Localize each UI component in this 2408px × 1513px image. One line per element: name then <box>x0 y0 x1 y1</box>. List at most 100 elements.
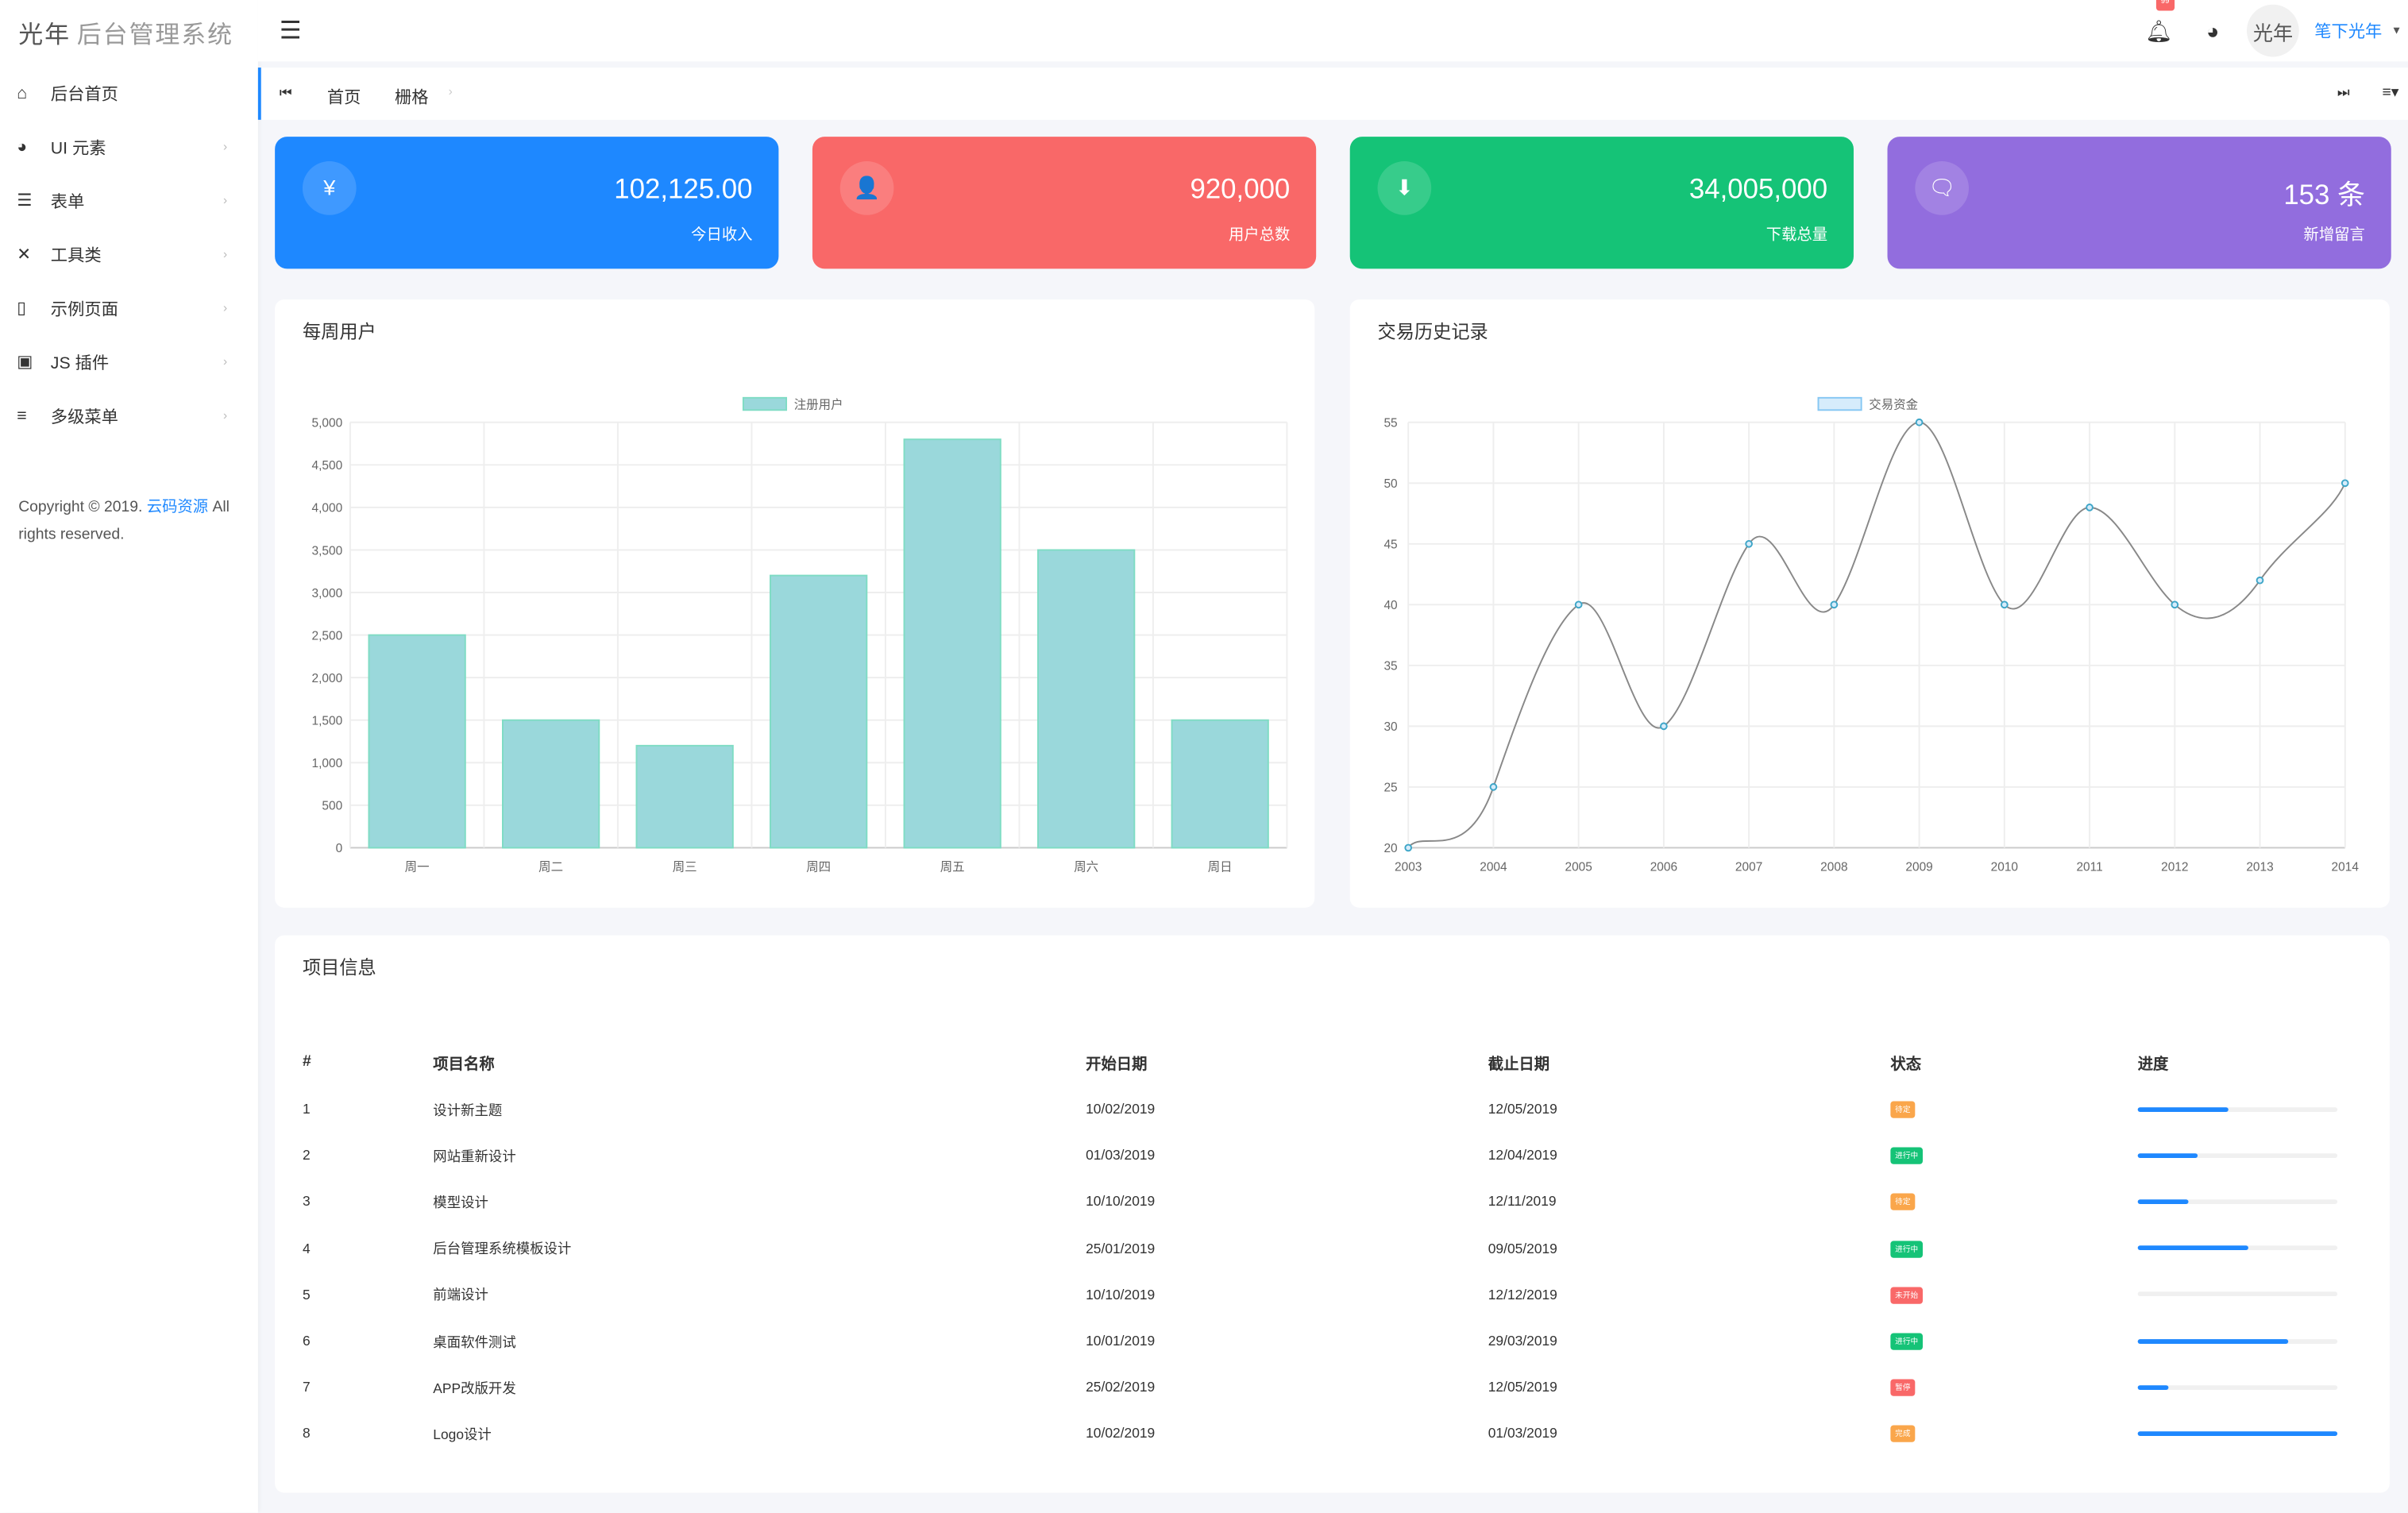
start-date: 25/01/2019 <box>1086 1240 1156 1256</box>
progress-bar <box>2137 1291 2338 1297</box>
y-tick-label: 1,000 <box>312 757 343 770</box>
row-id: 7 <box>302 1379 311 1395</box>
sidebar-item-6[interactable]: ≡ 多级菜单 › <box>0 388 258 442</box>
data-point[interactable] <box>1830 600 1839 609</box>
y-tick-label: 2,000 <box>312 672 343 685</box>
start-date: 10/10/2019 <box>1086 1287 1156 1303</box>
status-cell: 进行中 <box>1890 1225 2137 1271</box>
notification-bell-icon[interactable]: 🔔︎ 99 <box>2145 0 2175 44</box>
progress-fill <box>2137 1152 2198 1158</box>
y-tick-label: 20 <box>1383 842 1397 855</box>
stat-value: 153 条 <box>2283 179 2365 210</box>
legend-swatch <box>742 396 788 411</box>
theme-palette-icon[interactable]: ◕ <box>2205 18 2220 44</box>
legend-label[interactable]: 注册用户 <box>794 397 843 411</box>
tab-options-menu-icon[interactable]: ≡▾ <box>2382 84 2399 102</box>
avatar[interactable]: 光年 <box>2247 4 2299 57</box>
chevron-down-icon[interactable]: ▼ <box>2391 25 2402 37</box>
x-tick-label: 周一 <box>405 860 430 874</box>
y-tick-label: 55 <box>1383 417 1397 430</box>
sidebar-item-label: 工具类 <box>50 246 102 265</box>
start-date: 10/01/2019 <box>1086 1333 1156 1349</box>
status-badge: 进行中 <box>1890 1148 1924 1165</box>
data-point[interactable] <box>2000 600 2009 609</box>
user-menu[interactable]: 笔下光年 <box>2314 23 2383 42</box>
start-date: 10/02/2019 <box>1086 1101 1156 1117</box>
sidebar-item-label: 多级菜单 <box>50 407 118 426</box>
status-cell: 完成 <box>1890 1411 2137 1457</box>
data-point[interactable] <box>2256 576 2264 585</box>
bar[interactable] <box>368 634 466 849</box>
y-tick-label: 3,500 <box>312 544 343 558</box>
sidebar-item-4[interactable]: ▯ 示例页面 › <box>0 281 258 335</box>
logo-mark: 光年 <box>18 20 71 49</box>
bar[interactable] <box>1037 549 1136 849</box>
weekly-users-card: 每周用户 0 500 1,000 1,500 2,000 2,500 3,000 3,500 4… <box>275 299 1315 908</box>
data-point[interactable] <box>1489 783 1498 791</box>
scroll-left-icon[interactable]: ⏮ <box>279 84 292 100</box>
column-header: 截止日期 <box>1488 1056 1550 1073</box>
progress-cell <box>2137 1086 2360 1132</box>
start-date: 10/10/2019 <box>1086 1194 1156 1210</box>
y-tick-label: 500 <box>322 800 342 813</box>
data-point[interactable] <box>1745 539 1753 548</box>
sidebar-item-1[interactable]: ◕ UI 元素 › <box>0 120 258 174</box>
end-date: 09/05/2019 <box>1488 1240 1557 1256</box>
data-point[interactable] <box>1574 600 1583 609</box>
data-point[interactable] <box>1404 843 1413 852</box>
bar[interactable] <box>903 438 1001 849</box>
transaction-history-card: 交易历史记录 20 25 30 35 40 45 50 55 2003 2004 2005 2006 2… <box>1349 299 2390 908</box>
status-cell: 待定 <box>1890 1086 2137 1132</box>
sidebar-item-2[interactable]: ☰ 表单 › <box>0 174 258 228</box>
end-date: 12/04/2019 <box>1488 1148 1557 1164</box>
table-row: 5 前端设计 10/10/2019 12/12/2019 未开始 <box>303 1272 2360 1318</box>
column-header: 开始日期 <box>1086 1056 1148 1073</box>
sidebar-item-5[interactable]: ▣ JS 插件 › <box>0 335 258 389</box>
copyright-link[interactable]: 云码资源 <box>146 499 209 516</box>
tab-chevron-icon: › <box>448 84 453 98</box>
tab-home[interactable]: 首页 <box>326 89 361 108</box>
chevron-right-icon: › <box>223 354 228 369</box>
status-cell: 待定 <box>1890 1179 2137 1225</box>
tab-grid[interactable]: 栅格 <box>394 89 429 108</box>
bar[interactable] <box>770 574 868 849</box>
data-point[interactable] <box>1915 418 1924 426</box>
x-tick-label: 周六 <box>1074 859 1098 874</box>
bar[interactable] <box>635 744 734 849</box>
data-point[interactable] <box>1660 722 1668 731</box>
bar-chart: 0 500 1,000 1,500 2,000 2,500 3,000 3,500 4,000 4… <box>312 396 1288 874</box>
sidebar-item-3[interactable]: ✕ 工具类 › <box>0 227 258 281</box>
data-point[interactable] <box>2171 600 2179 609</box>
menu-toggle-icon[interactable]: ☰ <box>279 18 302 45</box>
status-cell: 未开始 <box>1890 1272 2137 1318</box>
progress-bar <box>2137 1338 2338 1344</box>
data-point[interactable] <box>2086 504 2093 511</box>
y-tick-label: 40 <box>1383 599 1397 612</box>
end-date: 12/11/2019 <box>1488 1194 1557 1210</box>
end-date: 12/12/2019 <box>1488 1287 1557 1303</box>
x-tick-label: 2007 <box>1735 860 1762 874</box>
scroll-right-icon[interactable]: ⏭ <box>2337 84 2350 100</box>
status-badge: 待定 <box>1890 1101 1916 1118</box>
status-badge: 待定 <box>1890 1194 1916 1211</box>
data-point[interactable] <box>2340 479 2349 488</box>
x-tick-label: 周五 <box>940 860 965 874</box>
status-badge: 完成 <box>1890 1426 1916 1443</box>
tab-bar: ⏮ 首页 栅格 › ⏭ ≡▾ <box>257 68 2408 120</box>
stat-card: 👤 920,000 用户总数 <box>812 137 1317 269</box>
legend-label[interactable]: 交易资金 <box>1869 397 1918 411</box>
stat-label: 新增留言 <box>2303 227 2365 245</box>
progress-cell <box>2137 1411 2360 1457</box>
bar[interactable] <box>1171 719 1269 849</box>
progress-cell <box>2137 1272 2360 1318</box>
project-table: # 项目名称 开始日期 截止日期 状态 进度 1 设计新主题 10/02/2019 12/05/… <box>303 1036 2360 1457</box>
sidebar: 光年 后台管理系统 ⌂ 后台首页 ◕ UI 元素 › ☰ 表单 › ✕ 工具类 › ▯ 示例页面 › ▣ JS … <box>0 0 258 1513</box>
status-badge: 暂停 <box>1890 1379 1916 1397</box>
bar[interactable] <box>502 719 600 849</box>
row-id: 5 <box>302 1287 311 1303</box>
sidebar-item-0[interactable]: ⌂ 后台首页 <box>0 66 258 120</box>
main-content: ¥102,125.00 今日收入 👤 920,000 用户总数 ⬇ 34,005,000 下载… <box>258 120 2408 1513</box>
chevron-right-icon: › <box>223 193 228 208</box>
project-name: 后台管理系统模板设计 <box>433 1241 572 1257</box>
logo[interactable]: 光年 后台管理系统 <box>18 14 233 50</box>
